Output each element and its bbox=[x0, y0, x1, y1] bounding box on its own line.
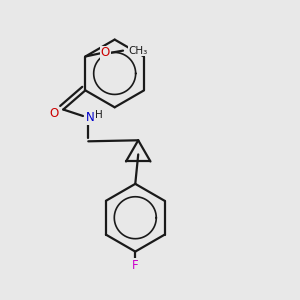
Text: O: O bbox=[50, 107, 59, 120]
Text: CH₃: CH₃ bbox=[128, 46, 148, 56]
Text: N: N bbox=[85, 111, 94, 124]
Text: H: H bbox=[95, 110, 103, 120]
Text: O: O bbox=[101, 46, 110, 59]
Text: F: F bbox=[132, 259, 139, 272]
